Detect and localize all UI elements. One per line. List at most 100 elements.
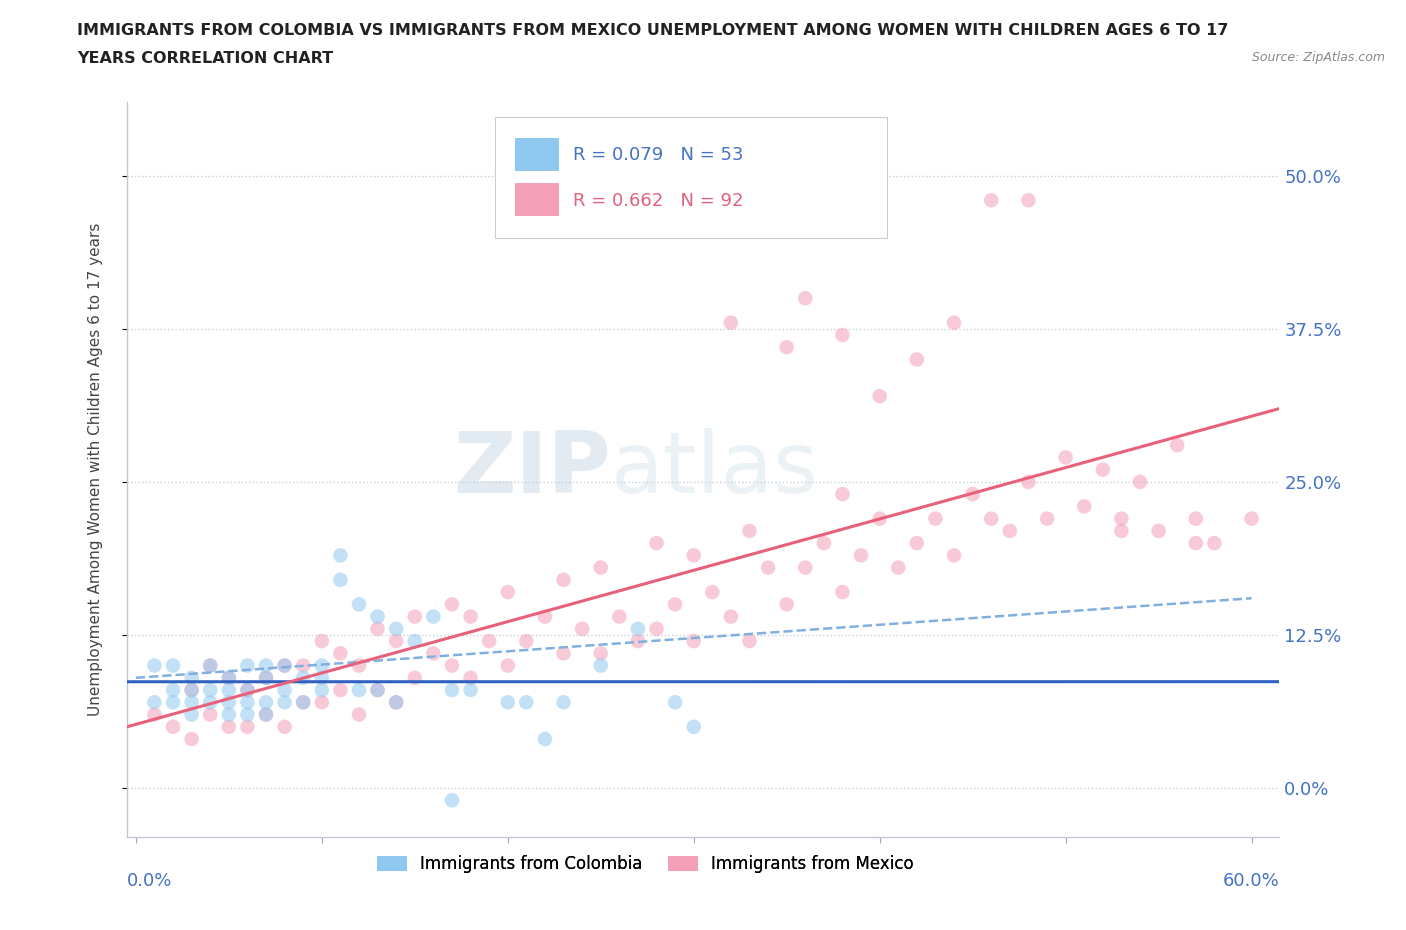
Text: R = 0.662   N = 92: R = 0.662 N = 92 — [572, 193, 744, 210]
Text: ZIP: ZIP — [453, 428, 610, 512]
Point — [200, 683, 222, 698]
Point — [1054, 450, 1077, 465]
Point — [236, 683, 259, 698]
Text: IMMIGRANTS FROM COLOMBIA VS IMMIGRANTS FROM MEXICO UNEMPLOYMENT AMONG WOMEN WITH: IMMIGRANTS FROM COLOMBIA VS IMMIGRANTS F… — [77, 23, 1229, 38]
Point — [1017, 193, 1039, 207]
Point — [162, 720, 184, 735]
Point — [478, 633, 501, 648]
Point — [756, 560, 779, 575]
Point — [273, 695, 295, 710]
Point — [440, 792, 463, 807]
Point — [515, 695, 537, 710]
Point — [218, 707, 240, 722]
Point — [1184, 512, 1206, 526]
Legend: Immigrants from Colombia, Immigrants from Mexico: Immigrants from Colombia, Immigrants fro… — [370, 849, 921, 880]
Point — [329, 646, 352, 661]
Point — [254, 658, 277, 673]
Point — [607, 609, 630, 624]
Point — [273, 720, 295, 735]
Point — [980, 193, 1002, 207]
Point — [998, 524, 1021, 538]
Point — [627, 633, 650, 648]
Point — [367, 609, 389, 624]
Point — [1166, 438, 1188, 453]
Point — [720, 609, 742, 624]
FancyBboxPatch shape — [515, 183, 560, 216]
Point — [553, 573, 575, 588]
Point — [720, 315, 742, 330]
Point — [738, 524, 761, 538]
Point — [496, 585, 519, 600]
Point — [329, 573, 352, 588]
Point — [496, 658, 519, 673]
Point — [200, 707, 222, 722]
Point — [702, 585, 724, 600]
Point — [664, 597, 686, 612]
Point — [1073, 499, 1095, 514]
Point — [440, 597, 463, 612]
FancyBboxPatch shape — [495, 117, 887, 238]
Point — [460, 671, 482, 685]
Point — [980, 512, 1002, 526]
Point — [831, 327, 853, 342]
Point — [385, 621, 408, 636]
Point — [1129, 474, 1152, 489]
Point — [162, 658, 184, 673]
Point — [273, 683, 295, 698]
Point — [682, 548, 704, 563]
Point — [329, 548, 352, 563]
Point — [311, 658, 333, 673]
Point — [236, 707, 259, 722]
Point — [1111, 512, 1133, 526]
Point — [869, 512, 891, 526]
Point — [292, 695, 315, 710]
Point — [869, 389, 891, 404]
Point — [962, 486, 984, 501]
Point — [236, 720, 259, 735]
Point — [385, 695, 408, 710]
Point — [645, 536, 668, 551]
Point — [404, 671, 426, 685]
Point — [218, 695, 240, 710]
Point — [311, 633, 333, 648]
Text: 60.0%: 60.0% — [1223, 872, 1279, 890]
Point — [292, 658, 315, 673]
Point — [143, 695, 166, 710]
Point — [776, 597, 799, 612]
Point — [460, 609, 482, 624]
Point — [200, 658, 222, 673]
Point — [1091, 462, 1114, 477]
Point — [794, 291, 817, 306]
Point — [254, 707, 277, 722]
Point — [1036, 512, 1059, 526]
Text: Source: ZipAtlas.com: Source: ZipAtlas.com — [1251, 51, 1385, 64]
Point — [347, 683, 370, 698]
Point — [589, 658, 612, 673]
Point — [422, 609, 444, 624]
Point — [292, 671, 315, 685]
Point — [236, 683, 259, 698]
Point — [292, 695, 315, 710]
Point — [943, 548, 966, 563]
Point — [236, 658, 259, 673]
Point — [367, 683, 389, 698]
Point — [180, 732, 202, 747]
Point — [385, 633, 408, 648]
Text: YEARS CORRELATION CHART: YEARS CORRELATION CHART — [77, 51, 333, 66]
Point — [645, 621, 668, 636]
Point — [1184, 536, 1206, 551]
Point — [794, 560, 817, 575]
Point — [254, 671, 277, 685]
Point — [813, 536, 835, 551]
Point — [236, 695, 259, 710]
Point — [738, 633, 761, 648]
Point — [831, 585, 853, 600]
Point — [254, 707, 277, 722]
Text: R = 0.079   N = 53: R = 0.079 N = 53 — [572, 146, 744, 165]
Point — [849, 548, 872, 563]
Point — [905, 536, 928, 551]
Point — [218, 683, 240, 698]
Point — [347, 597, 370, 612]
Point — [254, 671, 277, 685]
Point — [347, 707, 370, 722]
